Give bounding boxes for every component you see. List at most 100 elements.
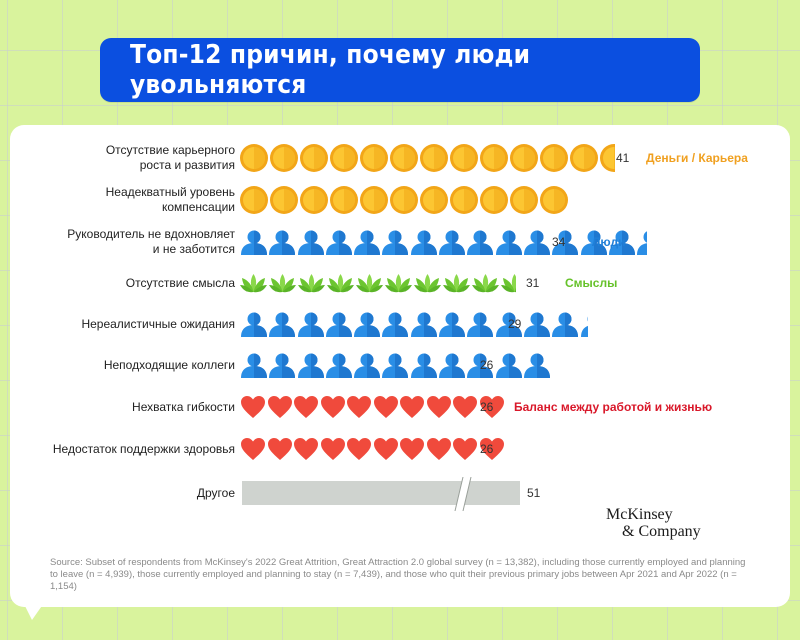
- chart-row: Неадекватный уровень компенсации: [10, 182, 790, 218]
- coin-icons: [240, 142, 615, 174]
- coin-icon: [390, 144, 418, 172]
- heart-icon: [267, 396, 292, 418]
- person-icons: [240, 226, 648, 258]
- heart-icons: [240, 391, 505, 423]
- person-icon: [354, 230, 381, 255]
- coin-icon: [540, 144, 568, 172]
- lotus-icon: [269, 274, 296, 293]
- person-icon: [325, 230, 352, 255]
- heart-icon: [426, 438, 451, 460]
- person-icons: [240, 349, 552, 381]
- heart-icon: [347, 438, 371, 460]
- coin-icon: [360, 144, 388, 172]
- person-icon: [495, 312, 522, 337]
- person-icon: [410, 312, 437, 337]
- person-icon: [523, 230, 550, 255]
- person-icon: [241, 230, 267, 255]
- source-note: Source: Subset of respondents from McKin…: [50, 557, 746, 592]
- person-icon: [580, 230, 607, 255]
- person-icon: [495, 353, 522, 378]
- person-icons: [240, 308, 589, 340]
- page-title: Топ-12 причин, почему люди увольняются: [130, 40, 531, 100]
- person-icon: [241, 353, 267, 378]
- row-label: Отсутствие смысла: [125, 275, 235, 290]
- coin-icon: [270, 144, 298, 172]
- coin-icon: [450, 186, 478, 214]
- lotus-icon: [356, 274, 383, 293]
- person-icon: [325, 312, 352, 337]
- chart-row: Нехватка гибкости 26 Баланс между работо…: [10, 389, 790, 425]
- heart-icon: [241, 438, 265, 460]
- heart-icon: [373, 438, 398, 460]
- coin-icon: [330, 186, 358, 214]
- chart-row: Руководитель не вдохновляет и не заботитс…: [10, 224, 790, 260]
- coin-icon: [240, 144, 268, 172]
- person-icon: [552, 230, 579, 255]
- heart-icon: [426, 396, 451, 418]
- coin-icon: [510, 144, 538, 172]
- person-icon: [241, 312, 267, 337]
- coin-icons: [240, 184, 570, 216]
- lotus-icons: [240, 267, 516, 299]
- coin-icon: [300, 186, 328, 214]
- heart-icon: [320, 438, 345, 460]
- person-icon: [523, 312, 550, 337]
- heart-icon: [400, 438, 424, 460]
- person-icon: [467, 353, 494, 378]
- person-icon: [495, 230, 522, 255]
- row-value: 26: [480, 358, 494, 372]
- row-value: 34: [552, 235, 566, 249]
- category-label-meaning: Смыслы: [565, 276, 618, 290]
- heart-icon: [294, 396, 318, 418]
- coin-icon: [510, 186, 538, 214]
- coin-icon: [600, 144, 615, 172]
- row-label: Недостаток поддержки здоровья: [52, 441, 235, 456]
- coin-icon: [540, 186, 568, 214]
- coin-icon: [420, 144, 448, 172]
- person-icon: [269, 312, 296, 337]
- chart-row: Недостаток поддержки здоровья 26: [10, 431, 790, 467]
- coin-icon: [390, 186, 418, 214]
- coin-icon: [480, 144, 508, 172]
- chart-row: Нереалистичные ожидания 29: [10, 306, 790, 342]
- heart-icon: [294, 438, 318, 460]
- lotus-icon: [472, 274, 499, 293]
- person-icon: [467, 312, 494, 337]
- person-icon: [382, 230, 409, 255]
- chart-row: Неподходящие коллеги 26: [10, 347, 790, 383]
- lotus-icon: [443, 274, 470, 293]
- person-icon: [439, 353, 466, 378]
- lotus-icon: [327, 274, 354, 293]
- coin-icon: [300, 144, 328, 172]
- coin-icon: [450, 144, 478, 172]
- row-label: Нереалистичные ожидания: [81, 316, 235, 331]
- person-icon: [410, 353, 437, 378]
- person-icon: [608, 230, 635, 255]
- coin-icon: [270, 186, 298, 214]
- person-icon: [269, 353, 296, 378]
- heart-icon: [453, 438, 477, 460]
- category-label-people: Люди: [592, 235, 626, 249]
- heart-icons: [240, 433, 505, 465]
- coin-icon: [360, 186, 388, 214]
- row-value: 26: [480, 442, 494, 456]
- person-icon: [637, 231, 648, 255]
- person-icon: [410, 230, 437, 255]
- person-icon: [382, 353, 409, 378]
- category-label-balance: Баланс между работой и жизнью: [514, 400, 713, 414]
- person-icon: [297, 312, 324, 337]
- lotus-icon: [298, 274, 325, 293]
- lotus-icon: [385, 274, 412, 293]
- coin-icon: [570, 144, 598, 172]
- row-label: Неадекватный уровень компенсации: [105, 185, 235, 214]
- heart-icon: [479, 438, 504, 460]
- card-tail: [22, 600, 46, 620]
- person-icon: [297, 230, 324, 255]
- heart-icon: [241, 396, 265, 418]
- row-value: 26: [480, 400, 494, 414]
- chart-card: Отсутствие карьерного роста и развития 41…: [10, 125, 790, 607]
- heart-icon: [373, 396, 398, 418]
- chart-row: Другое 51: [10, 475, 790, 511]
- person-icon: [325, 353, 352, 378]
- heart-icon: [400, 396, 424, 418]
